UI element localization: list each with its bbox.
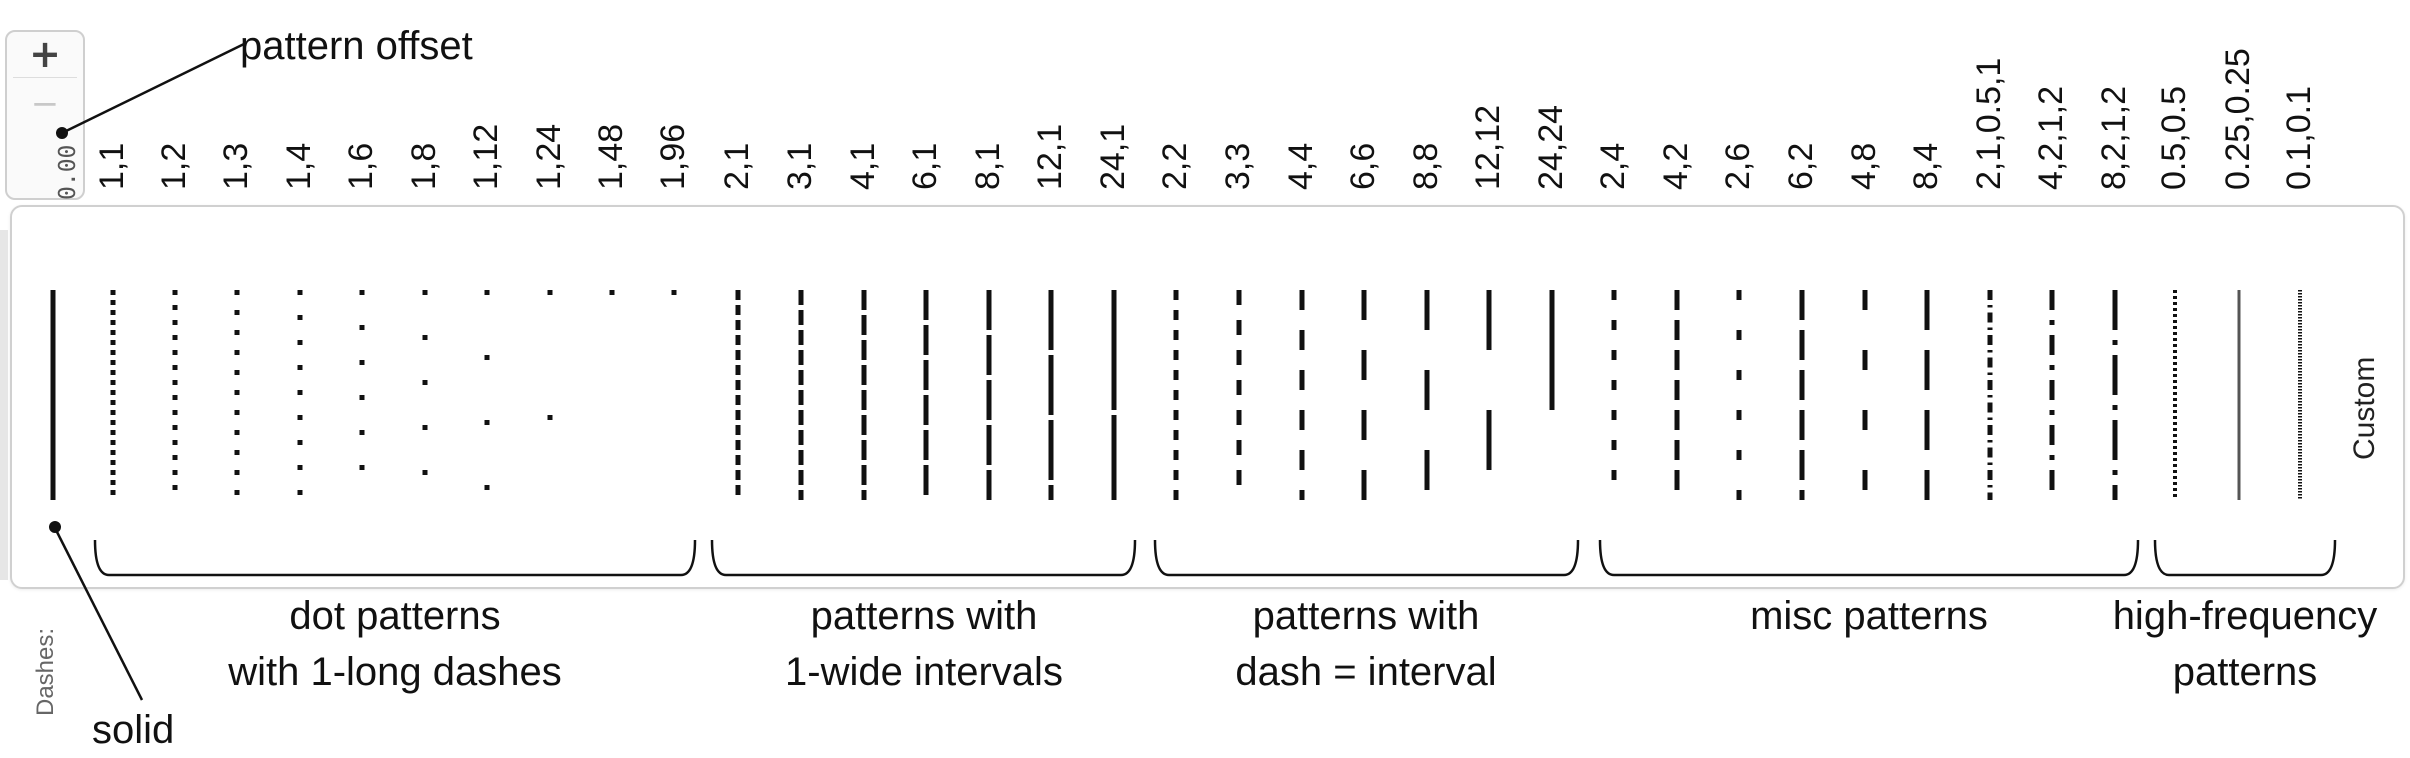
group-label-line2: dash = interval	[1235, 650, 1497, 694]
group-brace	[1598, 539, 2140, 577]
group-label-line2: patterns	[2172, 650, 2318, 694]
group-label-line1: dot patterns	[289, 594, 501, 638]
group-label: patterns with dash = interval	[1156, 588, 1576, 700]
offset-increment-button[interactable]: +	[7, 32, 83, 76]
group-label-line2: 1-wide intervals	[785, 650, 1063, 694]
minus-icon: −	[30, 84, 60, 124]
group-brace	[2153, 539, 2337, 577]
group-brace	[93, 539, 697, 577]
group-label: dot patterns with 1-long dashes	[185, 588, 605, 700]
group-brace	[710, 539, 1137, 577]
plus-icon: +	[29, 32, 61, 76]
group-label-line1: patterns with	[810, 594, 1038, 638]
group-label: high-frequency patterns	[2035, 588, 2410, 700]
panel-left-edge	[0, 230, 8, 580]
group-label: patterns with 1-wide intervals	[714, 588, 1134, 700]
group-label-line1: patterns with	[1252, 594, 1480, 638]
offset-decrement-button[interactable]: −	[7, 84, 83, 124]
group-label: misc patterns	[1659, 588, 2079, 644]
pattern-offset-annotation: pattern offset	[240, 24, 473, 68]
offset-pointer-dot	[56, 127, 68, 139]
solid-pointer-dot	[49, 521, 61, 533]
group-label-line1: misc patterns	[1750, 594, 1988, 638]
group-brace	[1153, 539, 1580, 577]
solid-pointer-line	[53, 527, 144, 701]
pattern-offset-spinner[interactable]: + − 0.00	[5, 30, 85, 200]
dash-pattern-panel	[10, 205, 2405, 589]
group-label-line1: high-frequency	[2112, 594, 2378, 638]
group-label-line2: with 1-long dashes	[228, 650, 562, 694]
offset-pointer-line	[61, 42, 245, 135]
solid-annotation: solid	[92, 708, 175, 752]
spinner-divider	[13, 77, 77, 78]
